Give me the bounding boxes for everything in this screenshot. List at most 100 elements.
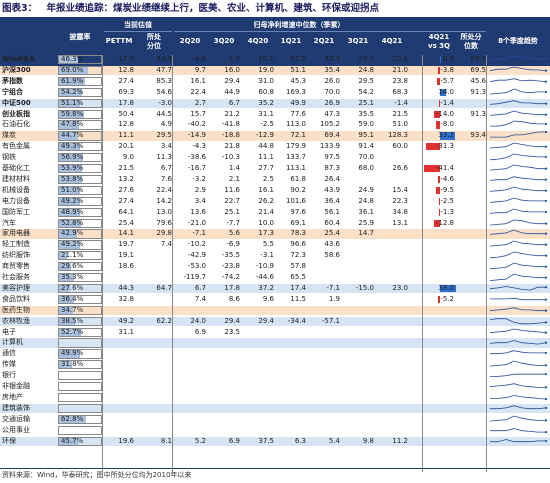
header-fp2: 所处分 位数	[460, 33, 482, 50]
quarter-value	[242, 306, 274, 315]
row-name: 医药生物	[2, 305, 30, 314]
exposure-box	[58, 403, 102, 414]
quarter-value: 68.0	[358, 164, 374, 172]
vs-bar	[436, 121, 440, 129]
trend-line	[489, 153, 546, 161]
quarter-value: 44.9	[224, 87, 240, 96]
trend-sparkline	[489, 88, 548, 95]
row-name: 机械设备	[2, 185, 30, 194]
trend-point	[544, 298, 548, 301]
quarter-value: -10.9	[255, 262, 274, 271]
quarter-value	[342, 415, 374, 424]
percentile2-value: 69.5	[470, 65, 486, 74]
vs-value	[424, 393, 454, 402]
quarter-value: 2.1	[228, 174, 240, 183]
trend-sparkline	[489, 229, 548, 236]
quarter-value: 69.4	[324, 131, 340, 140]
quarter-value	[276, 426, 306, 435]
percentile2-value: 93.4	[470, 131, 486, 140]
percentile2-value	[456, 164, 486, 173]
table-row: 中证500 51.1% 17.8 -3.0 2.7 6.7 35.2 49.9 26.9 25.1…	[0, 98, 550, 108]
header-vs: 4Q21 vs 3Q	[428, 33, 450, 50]
pettm-value: 27.4	[118, 76, 134, 85]
quarter-value: 16.1	[258, 185, 274, 194]
vs-value: 38.0	[438, 283, 454, 292]
quarter-value: -44.6	[255, 273, 274, 281]
pettm-value: 64.1	[118, 207, 134, 216]
trend-sparkline	[489, 153, 548, 161]
quarter-value: 13.1	[392, 218, 408, 227]
quarter-value: 29.4	[258, 316, 274, 325]
percentile2-value: 91.3	[470, 87, 486, 96]
quarter-value	[242, 349, 274, 358]
vs-value: -14.0	[435, 109, 454, 118]
exposure-box	[58, 185, 102, 196]
table-row: 社会服务 35.3% -119.7 -74.2 -44.6 65.5	[0, 273, 550, 283]
vs-value	[424, 251, 454, 260]
trend-point	[544, 276, 548, 279]
quarter-value: 58.6	[324, 251, 340, 260]
quarter-value: 2.9	[194, 185, 206, 194]
quarter-value: 113.1	[285, 164, 306, 172]
percentile-value: 29.5	[156, 131, 172, 140]
table-row: 机械设备 51.0% 27.6 22.4 2.9 11.6 16.1 90.2 43.9 24.9…	[0, 185, 550, 196]
row-name: 汽车	[2, 218, 16, 227]
pettm-value: 49.2	[118, 316, 134, 325]
header-pettm: PETTM	[105, 37, 133, 45]
exposure-value: 36.4%	[61, 294, 84, 303]
trend-line	[489, 306, 546, 311]
quarter-value: 43.9	[324, 185, 340, 194]
exposure-box	[58, 316, 102, 326]
exposure-box	[58, 87, 102, 97]
table-row: 纺织服饰 21.1% 19.1 -42.9 -35.5 -3.1 72.3 58.6	[0, 251, 550, 261]
top-rule	[0, 17, 550, 19]
header-exposure: 披露率	[69, 33, 91, 41]
quarter-value: 51.1	[290, 65, 306, 74]
quarter-value	[276, 393, 306, 402]
exposure-value: 52.7%	[61, 327, 84, 336]
quarter-value	[242, 360, 274, 369]
header-group-quarter: 归母净利增速中位数（季累）	[253, 21, 345, 29]
quarter-value: 11.5	[290, 294, 306, 303]
percentile-value: 44.4	[156, 55, 172, 63]
row-name: 煤炭	[2, 131, 16, 140]
percentile2-value	[456, 197, 486, 206]
quarter-value	[276, 382, 306, 391]
trend-sparkline	[490, 350, 548, 355]
quarter-value	[208, 306, 240, 315]
exposure-bar	[58, 197, 80, 205]
quarter-value: 16.0	[224, 65, 240, 74]
exposure-box	[58, 327, 102, 337]
quarter-value	[208, 382, 240, 391]
header-q7: 4Q21	[381, 37, 403, 45]
pettm-value: 25.4	[118, 218, 134, 227]
quarter-value	[376, 393, 408, 402]
quarter-value: -35.5	[221, 251, 240, 260]
quarter-value	[342, 338, 374, 347]
trend-point	[544, 69, 548, 72]
percentile2-value	[456, 317, 486, 326]
exposure-box	[58, 153, 102, 163]
exposure-box	[58, 371, 102, 381]
trend-sparkline	[489, 360, 548, 367]
quarter-value: 24.0	[190, 316, 206, 325]
quarter-value: -3.2	[192, 174, 206, 183]
percentile-value	[136, 306, 172, 315]
row-name: 钢铁	[2, 153, 16, 162]
quarter-value: 68.3	[392, 87, 408, 96]
row-name: 建材材料	[2, 174, 30, 183]
vs-bar	[437, 77, 440, 86]
vs-value: -5.7	[440, 76, 454, 85]
table-row: 通信 49.9%	[0, 349, 550, 359]
percentile-value: 47.7	[156, 65, 172, 74]
row-name: 基础化工	[2, 164, 30, 172]
quarter-value: 21.8	[224, 142, 240, 151]
quarter-value	[208, 371, 240, 380]
quarter-value: 101.6	[285, 196, 306, 205]
trend-sparkline	[490, 405, 548, 409]
exposure-box	[58, 283, 102, 294]
quarter-value: -42.9	[187, 251, 206, 260]
quarter-value: -7.1	[326, 283, 340, 292]
exposure-value: 49.2%	[61, 196, 84, 205]
pettm-value	[104, 393, 134, 402]
